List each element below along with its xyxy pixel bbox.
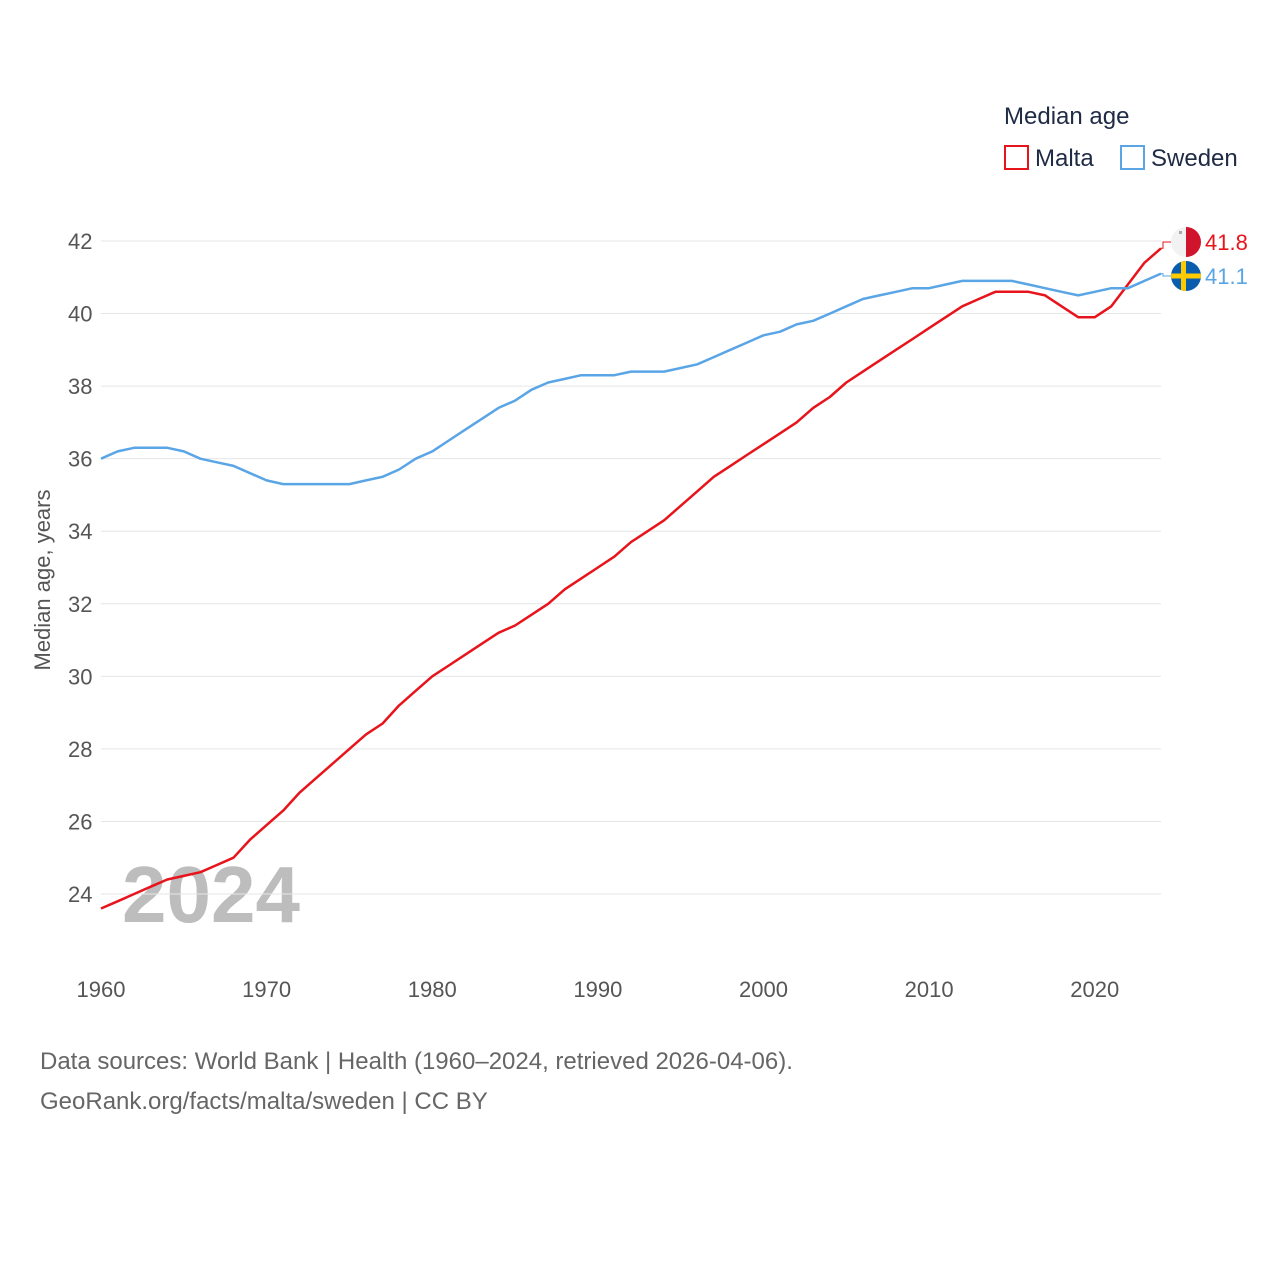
y-tick-label-28: 28: [68, 737, 92, 762]
connector-malta: [1161, 241, 1171, 249]
y-tick-label-36: 36: [68, 447, 92, 472]
legend-label-sweden: Sweden: [1151, 145, 1238, 172]
x-axis: 1960 1970 1980 1990 2000 2010 2020: [77, 977, 1120, 1002]
series-line-sweden[interactable]: [100, 272, 1162, 486]
x-tick-label-1970: 1970: [242, 977, 291, 1002]
x-tick-label-2000: 2000: [739, 977, 788, 1002]
y-tick-label-30: 30: [68, 664, 92, 689]
legend-label-malta: Malta: [1035, 145, 1094, 172]
y-tick-label-34: 34: [68, 519, 92, 544]
y-tick-label-26: 26: [68, 809, 92, 834]
legend-swatch-malta: [1004, 145, 1029, 170]
y-axis-title: Median age, years: [30, 490, 55, 671]
sweden-flag-icon: [1171, 261, 1201, 291]
x-tick-label-1990: 1990: [573, 977, 622, 1002]
connector-sweden: [1161, 273, 1171, 277]
y-axis: 24 26 28 30 32 34 36 38 40 42: [68, 229, 92, 907]
x-tick-label-1980: 1980: [408, 977, 457, 1002]
y-tick-label-42: 42: [68, 229, 92, 254]
legend-item-malta[interactable]: Malta: [1004, 145, 1094, 172]
source-line-url[interactable]: GeoRank.org/facts/malta/sweden | CC BY: [40, 1088, 488, 1115]
y-tick-label-38: 38: [68, 374, 92, 399]
source-line-data: Data sources: World Bank | Health (1960–…: [40, 1048, 793, 1075]
malta-flag-icon: [1171, 227, 1201, 257]
x-tick-label-1960: 1960: [77, 977, 126, 1002]
legend-item-sweden[interactable]: Sweden: [1120, 145, 1238, 172]
legend-swatch-sweden: [1120, 145, 1145, 170]
end-markers: 41.8 41.1: [1161, 227, 1248, 291]
end-value-label-sweden: 41.1: [1205, 264, 1248, 289]
end-value-label-malta: 41.8: [1205, 230, 1248, 255]
x-tick-label-2020: 2020: [1070, 977, 1119, 1002]
legend-title: Median age: [1004, 103, 1129, 130]
y-tick-label-32: 32: [68, 592, 92, 617]
x-tick-label-2010: 2010: [905, 977, 954, 1002]
source-note: Data sources: World Bank | Health (1960–…: [40, 1042, 793, 1122]
series-line-malta[interactable]: [100, 247, 1162, 910]
y-tick-label-40: 40: [68, 302, 92, 327]
y-tick-label-24: 24: [68, 882, 92, 907]
series-group: [100, 247, 1162, 910]
grid: [101, 240, 1161, 895]
